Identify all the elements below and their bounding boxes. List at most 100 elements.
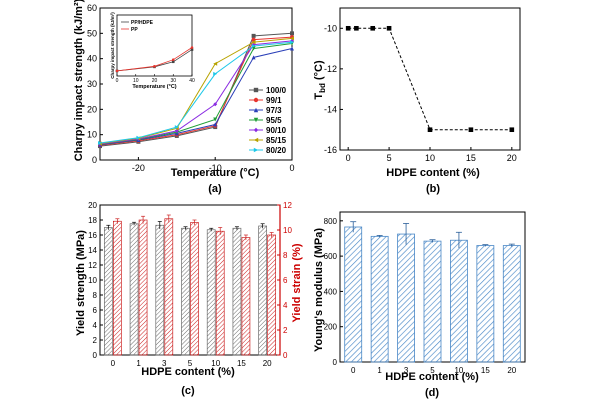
panel-c-ytick-label: 2: [93, 336, 98, 345]
inset-xtick-label: 40: [189, 78, 195, 84]
panel-a-ytick-label: 50: [87, 28, 97, 38]
panel-b-data-point: [468, 127, 474, 133]
inset-legend-label: PP: [131, 27, 138, 33]
panel-a-data-point: [136, 135, 141, 140]
panel-b-xtick-label: 5: [387, 153, 392, 163]
panel-c-ytick-label: 8: [93, 291, 98, 300]
panel-a-data-point: [213, 71, 218, 76]
legend-label: 100/0: [266, 86, 287, 95]
panel-a-series-line: [99, 41, 293, 144]
inset-data-point: [153, 65, 156, 68]
panel-b-label: (b): [426, 183, 440, 195]
panel-b-xtick-label: 10: [425, 153, 435, 163]
panel-c-ytick-right-label: 0: [283, 351, 288, 360]
panel-c-xtick-label: 10: [211, 359, 220, 368]
panel-d-ylabel: Young's modulus (MPa): [313, 228, 325, 352]
panel-a-data-point: [98, 141, 102, 146]
panel-c-ytick-right-label: 10: [283, 226, 292, 235]
panel-d-xtick-label: 0: [351, 366, 356, 375]
panel-a-ytick-label: 10: [87, 130, 97, 140]
youngs-modulus-bar: [423, 240, 442, 363]
panel-a-inset: 0 10 20 30 40 Temperature (°C) Charpy impact s…: [110, 12, 195, 90]
youngs-modulus-bar: [502, 245, 521, 363]
legend-marker: [253, 117, 259, 123]
panel-c: 0 2 4 6 8 10 12 14 16 18 20 0 2 4 6 8 10 12 0 1 3 5 10 15 20 HDP…: [75, 201, 303, 397]
youngs-modulus-bar: [450, 239, 468, 363]
youngs-modulus-bar: [397, 233, 415, 363]
legend-marker: [253, 107, 259, 113]
panel-b-data-point: [345, 25, 351, 31]
youngs-modulus-bar: [476, 245, 495, 363]
youngs-modulus-bar: [344, 226, 363, 363]
panel-d-plot: 0 200 400 600 800 0 1 3 5 10 15 20: [324, 211, 526, 375]
legend-label: 99/1: [266, 96, 282, 105]
inset-ylabel: Charpy impact strength (kJ/m²): [110, 12, 115, 79]
panel-c-ylabel: Yield strength (MPa): [75, 230, 87, 336]
panel-a-data-point: [251, 33, 256, 38]
panel-a-plot: 0 10 20 30 40 50 60 -20 -10 0: [87, 3, 295, 173]
panel-a-series-line: [99, 40, 293, 145]
panel-c-ytick-label: 20: [88, 201, 97, 210]
panel-d-xtick-label: 15: [481, 366, 490, 375]
panel-a-ytick-label: 20: [87, 104, 97, 114]
panel-b-plot: -10 -12 -14 -16 0 5 10 15 20: [324, 7, 521, 163]
panel-d-xtick-label: 20: [507, 366, 516, 375]
legend-label: 97/3: [266, 106, 282, 115]
yield-strength-bar: [155, 224, 165, 356]
yield-strength-bar: [129, 223, 139, 356]
panel-d-ytick-label: 400: [324, 287, 338, 296]
inset-xtick-label: 30: [170, 78, 176, 84]
panel-c-ytick-label: 6: [93, 306, 98, 315]
panel-a-xtick-label: -10: [209, 163, 222, 173]
panel-d-xlabel: HDPE content (%): [385, 371, 479, 383]
inset-data-point: [190, 48, 194, 51]
panel-b-xlabel: HDPE content (%): [386, 167, 480, 179]
panel-a-data-point: [251, 55, 256, 60]
panel-a-label: (a): [208, 183, 222, 195]
panel-b-data-point: [370, 25, 376, 31]
yield-strength-bar: [206, 229, 216, 356]
panel-a-xlabel: Temperature (°C): [171, 167, 260, 179]
panel-c-xtick-label: 5: [188, 359, 193, 368]
inset-xtick-label: 10: [133, 78, 139, 84]
panel-a-data-point: [251, 44, 256, 48]
panel-c-frame: [99, 204, 281, 356]
panel-b-data-point: [509, 127, 515, 133]
yield-strain-bar: [190, 222, 199, 356]
yield-strength-bar: [232, 227, 242, 356]
yield-strain-bar: [241, 237, 251, 356]
yield-strain-bar: [215, 230, 225, 356]
panel-a-series-line: [99, 36, 293, 146]
panel-b-ytick-label: -12: [324, 64, 337, 74]
panel-b-ytick-label: -10: [324, 23, 337, 33]
panel-d-ytick-label: 800: [324, 217, 338, 226]
panel-a-data-point: [213, 102, 218, 107]
panel-c-ytick-right-label: 12: [283, 201, 292, 210]
yield-strength-bar: [181, 227, 190, 356]
panel-d-ytick-label: 600: [324, 252, 338, 261]
panel-b-line: [348, 27, 512, 131]
panel-b-xtick-label: 0: [346, 153, 351, 163]
yield-strain-bar: [113, 220, 122, 356]
panel-a-data-point: [251, 46, 256, 51]
panel-d-ytick-label: 0: [333, 358, 338, 367]
panel-b-data-point: [427, 127, 433, 133]
panel-d-xtick-label: 3: [404, 366, 409, 375]
panel-a-xtick-label: 0: [289, 163, 294, 173]
panel-a: 0 10 20 30 40 50 60 -20 -10 0 0 10 20 30 40 Temperatur…: [73, 0, 295, 195]
panel-b-ytick-label: -16: [324, 145, 337, 155]
yield-strain-bar: [164, 218, 174, 356]
legend-marker: [253, 97, 259, 103]
panel-b-ytick-label: -14: [324, 104, 337, 114]
panel-a-data-point: [290, 46, 294, 51]
panel-a-data-point: [290, 31, 294, 36]
panel-d: 0 200 400 600 800 0 1 3 5 10 15 20 HDPE content (%)…: [313, 211, 526, 399]
panel-a-data-point: [251, 40, 256, 45]
inset-data-point: [171, 58, 175, 62]
panel-a-ytick-label: 0: [92, 155, 97, 165]
panel-a-data-point: [174, 128, 179, 133]
panel-c-plot: 0 2 4 6 8 10 12 14 16 18 20 0 2 4 6 8 10 12 0 1 3 5 10 15 20: [88, 201, 292, 368]
panel-a-series-line: [99, 32, 293, 147]
panel-d-xtick-label: 1: [377, 366, 382, 375]
